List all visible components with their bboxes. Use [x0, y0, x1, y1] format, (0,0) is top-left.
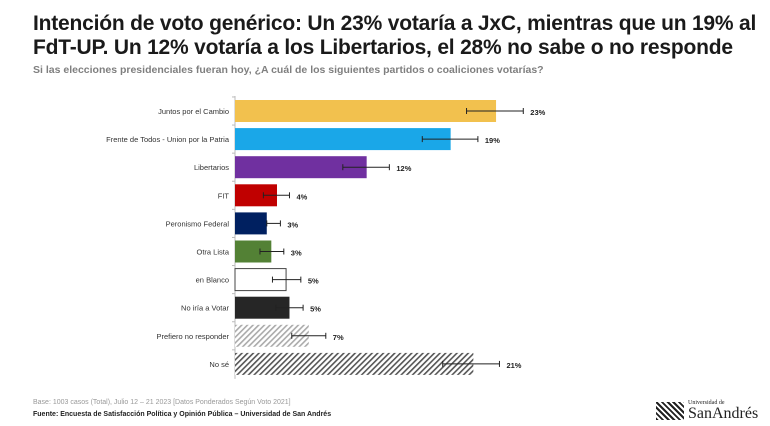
data-label: 21%	[506, 361, 521, 370]
data-label: 3%	[291, 249, 302, 258]
category-label: Peronismo Federal	[166, 219, 230, 228]
data-label: 7%	[333, 333, 344, 342]
category-label: No iría a Votar	[181, 304, 229, 313]
university-logo: Universidad de SanAndrés	[656, 400, 759, 422]
category-label: FIT	[218, 191, 230, 200]
category-label: Otra Lista	[196, 248, 229, 257]
data-label: 5%	[308, 277, 319, 286]
data-label: 3%	[287, 220, 298, 229]
data-label: 4%	[296, 192, 307, 201]
category-label: No sé	[209, 360, 229, 369]
category-label: en Blanco	[196, 276, 229, 285]
bar	[235, 128, 451, 151]
bar	[235, 100, 497, 122]
category-label: Libertarios	[194, 163, 229, 172]
bar	[235, 240, 272, 263]
bar	[235, 352, 474, 375]
bar	[235, 156, 367, 179]
logo-emblem-icon	[656, 401, 684, 420]
data-label: 23%	[530, 108, 545, 117]
bar	[235, 296, 290, 319]
logo-big-text: SanAndrés	[688, 405, 759, 422]
data-label: 19%	[485, 136, 500, 145]
logo-small-text: Universidad de	[688, 400, 725, 406]
source-note: Fuente: Encuesta de Satisfacción Polític…	[33, 411, 332, 418]
bar	[235, 184, 277, 207]
base-note: Base: 1003 casos (Total), Julio 12 – 21 …	[33, 399, 291, 406]
chart-title: Intención de voto genérico: Un 23% votar…	[33, 12, 757, 59]
bar	[235, 324, 309, 347]
chart-subtitle: Si las elecciones presidenciales fueran …	[33, 64, 544, 76]
category-label: Prefiero no responder	[156, 332, 229, 341]
category-label: Juntos por el Cambio	[158, 107, 229, 116]
data-label: 5%	[310, 305, 321, 314]
data-label: 12%	[396, 164, 411, 173]
category-label: Frente de Todos - Union por la Patria	[106, 135, 230, 144]
bar	[235, 212, 267, 235]
